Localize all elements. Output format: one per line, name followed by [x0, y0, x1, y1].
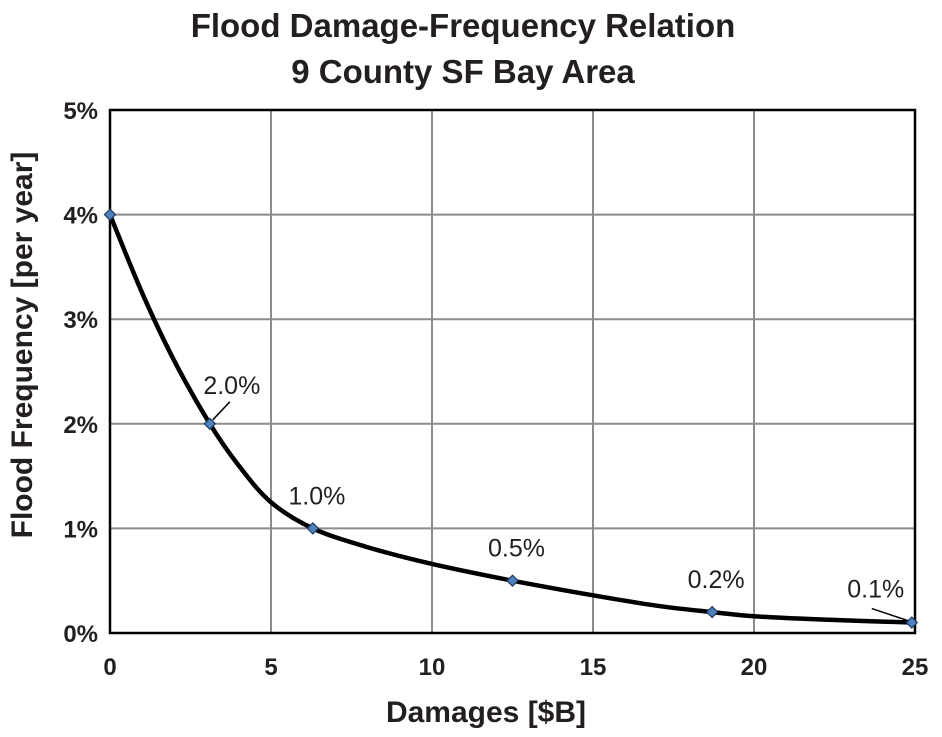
chart-title: Flood Damage-Frequency Relation — [191, 7, 736, 44]
data-label: 0.1% — [847, 576, 904, 604]
leader-line — [871, 607, 909, 622]
leader-line — [212, 401, 231, 421]
data-point-marker — [705, 605, 719, 619]
y-tick-label: 3% — [63, 307, 98, 334]
x-tick-label: 10 — [419, 654, 446, 681]
data-point-marker — [905, 616, 919, 629]
data-label: 0.5% — [488, 535, 545, 563]
data-label: 1.0% — [288, 482, 345, 510]
data-point-marker — [306, 522, 320, 535]
x-tick-label: 5 — [264, 654, 277, 681]
y-tick-labels: 0% 1% 2% 3% 4% 5% — [63, 98, 98, 648]
plot-frame — [108, 108, 917, 635]
data-label: 0.2% — [688, 566, 745, 594]
y-axis-title: Flood Frequency [per year] — [6, 152, 39, 539]
data-label-leaders — [212, 401, 909, 622]
x-axis-title: Damages [$B] — [386, 696, 586, 729]
data-labels: 2.0% 1.0% 0.5% 0.2% 0.1% — [203, 372, 904, 604]
x-tick-labels: 0 5 10 15 20 25 — [103, 654, 928, 681]
data-label: 2.0% — [203, 372, 260, 400]
series-line — [107, 212, 915, 625]
y-tick-label: 5% — [63, 98, 98, 125]
y-tick-label: 2% — [63, 412, 98, 439]
y-tick-label: 1% — [63, 516, 98, 543]
x-tick-label: 0 — [103, 654, 116, 681]
y-tick-label: 4% — [63, 203, 98, 230]
data-point-marker — [203, 417, 217, 431]
x-tick-label: 20 — [741, 654, 768, 681]
data-point-marker — [103, 208, 117, 221]
chart-subtitle: 9 County SF Bay Area — [291, 53, 635, 90]
y-tick-label: 0% — [63, 621, 98, 648]
x-tick-label: 25 — [902, 654, 929, 681]
data-points — [103, 208, 919, 629]
data-point-marker — [506, 574, 519, 588]
x-tick-label: 15 — [580, 654, 607, 681]
